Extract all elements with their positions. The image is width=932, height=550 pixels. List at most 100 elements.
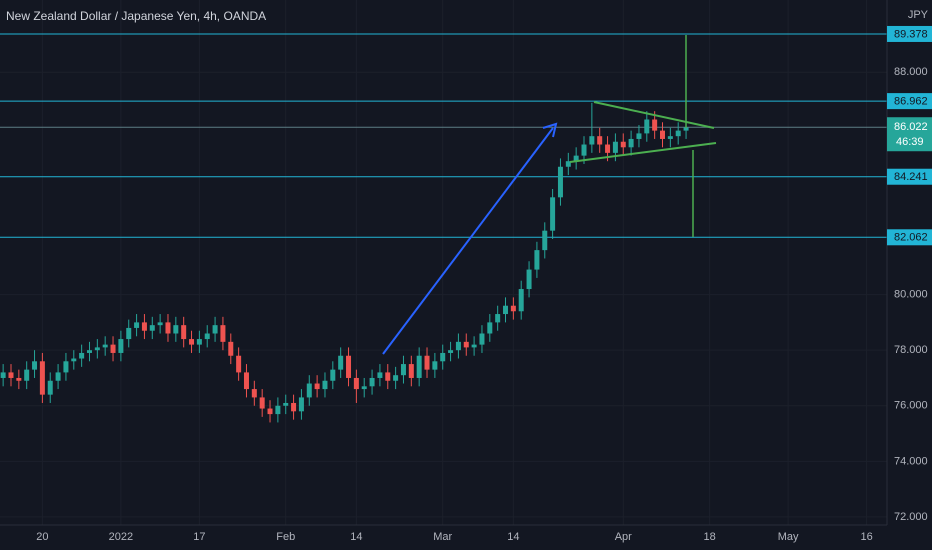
y-tick-label: 88.000: [894, 66, 928, 78]
candle-body: [471, 344, 477, 348]
candle-body: [322, 380, 328, 390]
candle-body: [503, 305, 509, 315]
candle-body: [667, 136, 673, 139]
y-tick-label: 76.000: [894, 400, 928, 412]
x-tick-label: Mar: [433, 531, 452, 543]
x-tick-label: 14: [350, 531, 362, 543]
candle-body: [275, 405, 281, 415]
candle-body: [102, 344, 108, 348]
candle-body: [39, 361, 45, 395]
candle-body: [495, 314, 501, 323]
x-tick-label: Apr: [615, 531, 632, 543]
candle-body: [432, 361, 438, 370]
candle-body: [346, 355, 352, 378]
x-tick-label: 18: [703, 531, 715, 543]
candle-body: [79, 352, 85, 359]
candle-body: [86, 350, 92, 353]
candle-body: [283, 402, 289, 406]
candle-body: [652, 119, 658, 131]
candle-body: [110, 344, 116, 353]
candle-body: [63, 361, 69, 373]
candle-body: [573, 155, 579, 162]
candle-body: [526, 269, 532, 290]
candle-body: [55, 372, 61, 381]
candle-body: [236, 355, 242, 373]
candle-body: [565, 161, 571, 167]
candle-body: [487, 322, 493, 334]
x-tick-label: May: [778, 531, 799, 543]
candle-body: [534, 250, 540, 270]
candle-body: [71, 358, 77, 362]
candle-body: [479, 333, 485, 345]
level-label: 86.962: [894, 96, 928, 108]
y-tick-label: 74.000: [894, 455, 928, 467]
candle-body: [149, 325, 155, 331]
candle-body: [212, 325, 218, 334]
candle-body: [675, 130, 681, 137]
price-axis: [887, 0, 932, 550]
x-tick-label: 17: [193, 531, 205, 543]
candle-body: [141, 322, 147, 331]
candle-body: [455, 341, 461, 351]
candle-body: [589, 136, 595, 145]
candle-body: [330, 369, 336, 381]
candle-body: [196, 339, 202, 345]
candle-body: [338, 355, 344, 370]
candle-body: [291, 402, 297, 412]
candle-body: [353, 377, 359, 390]
candle-body: [267, 408, 273, 415]
last-price-box: [887, 117, 932, 152]
axes: 72.000 74.000 76.000 78.000 80.000 88.000 20 20…: [36, 25, 932, 543]
candle-body: [550, 197, 556, 231]
countdown: 46:39: [896, 136, 924, 148]
candle-body: [440, 352, 446, 362]
candle-body: [557, 166, 563, 198]
candle-body: [24, 369, 30, 381]
y-tick-label: 78.000: [894, 344, 928, 356]
candle-body: [126, 327, 132, 340]
candle-body: [605, 144, 611, 153]
candle-body: [0, 372, 6, 378]
candle-body: [251, 389, 257, 398]
candle-body: [16, 377, 22, 381]
y-tick-label: 80.000: [894, 288, 928, 300]
candle-body: [377, 372, 383, 378]
candle-body: [424, 355, 430, 370]
candle-body: [259, 397, 265, 409]
trend-arrow: [382, 127, 554, 355]
candle-body: [636, 133, 642, 139]
candle-body: [612, 141, 618, 153]
candle-body: [220, 325, 226, 342]
candle-body: [620, 141, 626, 148]
candle-body: [463, 341, 469, 348]
level-label: 84.241: [894, 171, 928, 183]
candle-body: [204, 333, 210, 340]
level-label-box: [887, 93, 932, 110]
level-label: 89.378: [894, 28, 928, 40]
candle-body: [189, 339, 195, 345]
grid: [0, 0, 887, 525]
candle-body: [8, 372, 14, 378]
candle-body: [243, 372, 249, 390]
chart-title: New Zealand Dollar / Japanese Yen, 4h, O…: [6, 9, 266, 23]
x-tick-label: 20: [36, 531, 48, 543]
candle-body: [94, 347, 100, 351]
candle-body: [510, 305, 516, 312]
arrow-head: [542, 122, 558, 138]
candle-body: [448, 350, 454, 353]
x-tick-label: Feb: [276, 531, 295, 543]
candles: [0, 102, 689, 423]
candle-body: [369, 377, 375, 387]
currency: JPY: [908, 9, 929, 21]
candle-body: [32, 361, 38, 370]
candle-body: [581, 144, 587, 156]
x-tick-label: 2022: [109, 531, 133, 543]
candle-body: [400, 364, 406, 376]
candle-body: [314, 383, 320, 390]
candle-body: [173, 325, 179, 334]
triangle-top: [593, 101, 715, 129]
candle-body: [385, 372, 391, 381]
candle-body: [118, 339, 124, 353]
